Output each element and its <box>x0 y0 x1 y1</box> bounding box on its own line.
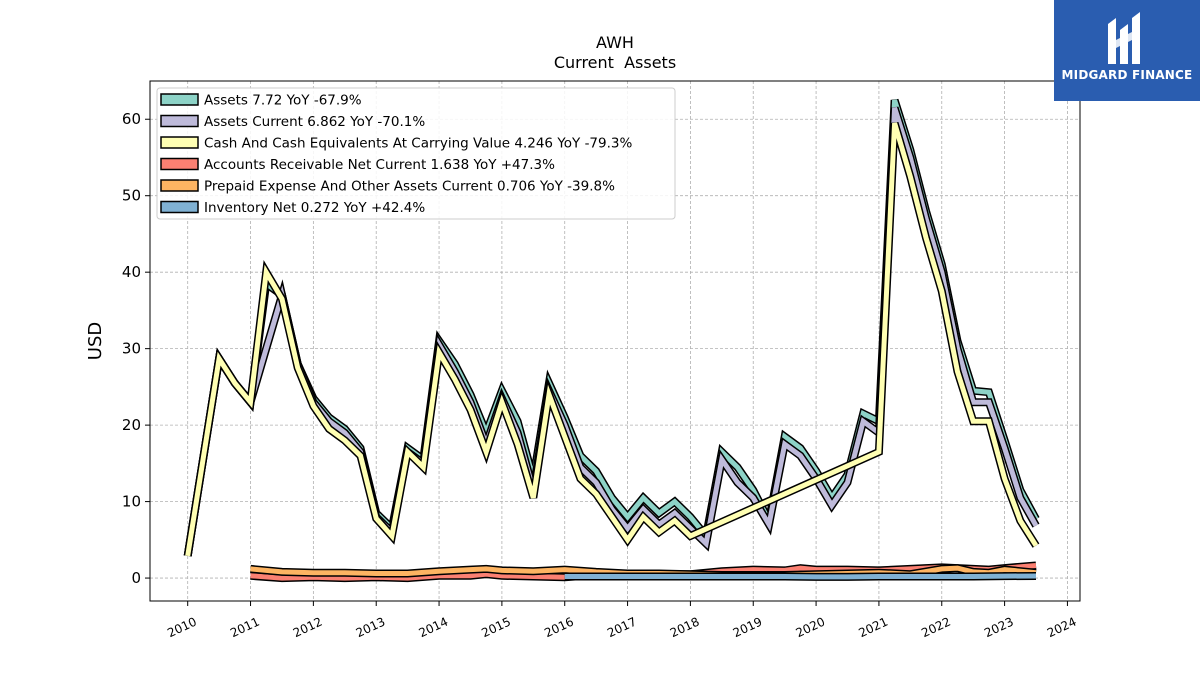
series-line <box>185 122 1039 557</box>
y-tick-label: 10 <box>122 493 141 511</box>
plot-frame <box>149 80 1081 602</box>
x-tick-label: 2023 <box>982 615 1016 641</box>
brand-logo: MIDGARD FINANCE <box>1054 0 1200 101</box>
legend-box <box>156 87 676 220</box>
legend-label: Cash And Cash Equivalents At Carrying Va… <box>204 136 632 152</box>
legend-label: Prepaid Expense And Other Assets Current… <box>204 179 615 195</box>
legend: Assets 7.72 YoY -67.9% Assets Current 6.8… <box>156 87 676 220</box>
chart-title: AWH <box>596 33 634 52</box>
x-tick-label: 2011 <box>228 615 262 641</box>
legend-swatch <box>160 200 199 214</box>
chart-subtitle: Current Assets <box>554 53 676 72</box>
series-1 <box>183 106 1040 557</box>
legend-swatch <box>160 93 199 106</box>
y-tick-label: 60 <box>122 110 141 128</box>
series-5 <box>564 572 1037 581</box>
y-axis-label: USD <box>85 322 106 360</box>
legend-swatch <box>160 136 199 149</box>
legend-label: Accounts Receivable Net Current 1.638 Yo… <box>204 157 555 173</box>
y-axis: 0 10 20 30 40 50 60 <box>122 110 150 587</box>
y-tick-label: 50 <box>122 187 141 205</box>
midgard-logo-icon <box>1108 12 1140 64</box>
legend-swatch <box>160 179 199 192</box>
x-tick-label: 2015 <box>479 615 513 641</box>
x-tick-label: 2014 <box>417 615 451 641</box>
x-tick-label: 2020 <box>794 615 828 641</box>
x-tick-label: 2022 <box>919 615 953 641</box>
series-line <box>564 573 1037 580</box>
y-tick-label: 30 <box>122 340 141 358</box>
series-line <box>185 107 1039 557</box>
x-tick-label: 2018 <box>668 615 702 641</box>
y-tick-label: 40 <box>122 263 141 281</box>
y-tick-label: 20 <box>122 416 141 434</box>
legend-label: Assets 7.72 YoY -67.9% <box>204 93 362 109</box>
x-tick-label: 2012 <box>291 615 325 641</box>
brand-name: MIDGARD FINANCE <box>1061 68 1193 82</box>
series-2 <box>183 121 1040 557</box>
x-tick-label: 2019 <box>731 615 765 641</box>
x-axis: 2010 2011 2012 2013 2014 2015 2016 2017 2018 2019… <box>165 601 1079 641</box>
legend-label: Assets Current 6.862 YoY -70.1% <box>204 114 425 130</box>
x-tick-label: 2016 <box>542 615 576 641</box>
y-tick-label: 0 <box>131 569 141 587</box>
x-tick-label: 2013 <box>354 615 388 641</box>
legend-swatch <box>160 157 199 171</box>
x-tick-label: 2010 <box>165 615 199 641</box>
x-tick-label: 2021 <box>856 615 890 641</box>
legend-swatch <box>160 114 199 128</box>
x-tick-label: 2024 <box>1045 615 1079 641</box>
x-tick-label: 2017 <box>605 615 639 641</box>
series-areas <box>183 98 1040 583</box>
legend-label: Inventory Net 0.272 YoY +42.4% <box>204 200 425 216</box>
